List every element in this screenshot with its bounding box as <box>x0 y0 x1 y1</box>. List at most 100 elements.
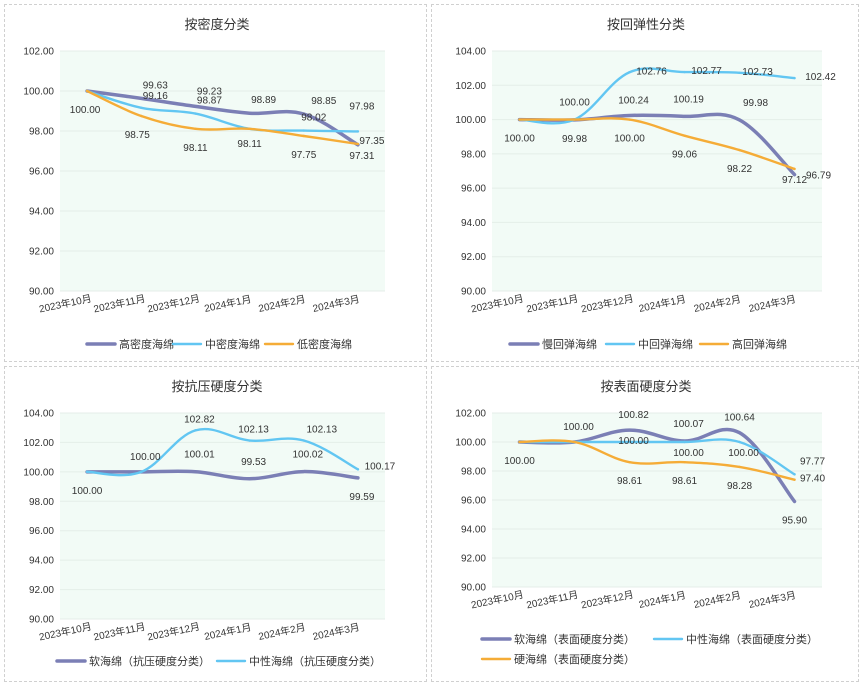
data-label: 98.22 <box>727 164 752 175</box>
x-tick-label: 2024年1月 <box>638 588 687 611</box>
data-label: 102.82 <box>184 414 215 425</box>
x-tick-label: 2023年11月 <box>92 620 146 644</box>
data-point <box>194 127 197 130</box>
data-point <box>85 470 89 474</box>
y-tick-label: 102.00 <box>23 438 54 449</box>
legend-entry: 慢回弹海绵 <box>542 337 597 351</box>
data-point <box>140 470 143 474</box>
data-point <box>518 440 521 444</box>
x-tick-label: 2024年2月 <box>257 620 306 643</box>
data-label: 97.77 <box>800 456 825 467</box>
y-tick-label: 102.00 <box>23 47 54 58</box>
x-tick-label: 2024年3月 <box>311 620 360 643</box>
data-label: 100.19 <box>673 94 704 105</box>
data-label: 97.75 <box>291 150 316 161</box>
y-tick-label: 98.00 <box>29 127 54 138</box>
data-point <box>356 468 360 471</box>
data-label: 97.35 <box>359 136 384 147</box>
data-point <box>140 106 143 110</box>
data-point <box>793 173 796 176</box>
data-label: 102.13 <box>238 425 269 436</box>
series-line-2 <box>85 427 360 477</box>
data-label: 102.73 <box>742 67 773 78</box>
data-point <box>738 148 741 152</box>
data-point <box>356 476 360 480</box>
data-label: 102.77 <box>691 66 722 77</box>
y-tick-label: 98.00 <box>461 149 486 160</box>
chart-panel-surface-hardness: 按表面硬度分类 90.00 92.00 94.00 96.00 98.00 100.00 10… <box>431 366 859 682</box>
data-point <box>573 440 576 444</box>
data-label: 100.82 <box>618 410 649 421</box>
data-point <box>793 167 796 171</box>
x-tick-label: 2024年3月 <box>311 292 360 315</box>
legend-entry: 低密度海绵 <box>297 337 352 351</box>
y-tick-label: 100.00 <box>23 467 54 478</box>
x-tick-label: 2024年2月 <box>693 588 742 611</box>
data-label: 97.40 <box>800 474 825 485</box>
y-tick-label: 92.00 <box>461 554 486 565</box>
data-label: 100.00 <box>728 448 759 459</box>
data-point <box>518 118 521 121</box>
y-tick-label: 98.00 <box>461 467 486 478</box>
y-tick-label: 94.00 <box>29 556 54 567</box>
data-point <box>85 89 89 93</box>
data-point <box>683 115 686 118</box>
legend-entry: 高密度海绵 <box>119 337 174 351</box>
series-line-3 <box>85 89 360 146</box>
data-label: 98.61 <box>617 476 642 487</box>
y-tick-label: 104.00 <box>455 47 486 58</box>
x-tick-label: 2023年12月 <box>146 292 201 316</box>
x-tick-label: 2024年1月 <box>203 292 252 315</box>
x-tick-label: 2024年1月 <box>638 292 687 315</box>
y-tick-label: 92.00 <box>29 247 54 258</box>
y-tick-label: 100.00 <box>455 438 486 449</box>
data-label: 100.00 <box>72 486 103 497</box>
x-tick-label: 2024年2月 <box>693 292 742 315</box>
data-label: 99.06 <box>672 150 697 161</box>
legend-entry: 中密度海绵 <box>205 337 260 351</box>
data-label: 99.59 <box>349 492 374 503</box>
surface-hardness-chart: 按表面硬度分类 90.00 92.00 94.00 96.00 98.00 100.00 10… <box>455 379 825 666</box>
resilience-chart: 按回弹性分类 90.00 92.00 94.00 96.00 98.00 100.00 102… <box>455 18 836 351</box>
data-point <box>683 134 686 137</box>
data-label: 98.11 <box>237 139 262 150</box>
data-point <box>248 127 251 130</box>
y-tick-label: 104.00 <box>23 409 54 420</box>
data-point <box>356 130 360 133</box>
data-point <box>793 478 796 481</box>
data-point <box>302 134 305 138</box>
data-label: 99.53 <box>241 457 266 468</box>
data-point <box>140 114 143 118</box>
y-tick-label: 100.00 <box>455 115 486 126</box>
data-label: 100.01 <box>184 450 215 461</box>
chart-panel-compression-hardness: 按抗压硬度分类 90.00 92.00 94.00 96.00 98.00 100.00 10… <box>4 366 427 682</box>
data-label: 98.02 <box>301 113 326 124</box>
data-point <box>738 440 741 444</box>
series-line-3 <box>518 117 796 171</box>
x-tick-label: 2024年3月 <box>748 588 797 611</box>
data-point <box>683 70 686 74</box>
data-label: 98.11 <box>183 143 208 154</box>
data-point <box>683 440 686 444</box>
data-point <box>302 112 305 116</box>
data-label: 97.12 <box>782 175 807 186</box>
density-chart: 按密度分类 90.00 92.00 94.00 96.00 98.00 100.00 102.… <box>23 17 385 351</box>
chart-panel-resilience: 按回弹性分类 90.00 92.00 94.00 96.00 98.00 100.00 102… <box>431 4 859 362</box>
data-label: 98.28 <box>727 481 752 492</box>
data-label: 100.00 <box>504 134 535 145</box>
y-tick-label: 94.00 <box>461 525 486 536</box>
data-label: 95.90 <box>782 515 807 526</box>
data-point <box>738 465 741 469</box>
legend-entry: 中性海绵（抗压硬度分类） <box>249 654 381 668</box>
y-tick-label: 92.00 <box>29 585 54 596</box>
y-tick-label: 94.00 <box>461 218 486 229</box>
legend-entry: 高回弹海绵 <box>732 337 787 351</box>
y-tick-label: 102.00 <box>455 409 486 420</box>
data-label: 100.02 <box>292 450 323 461</box>
plot-area <box>492 51 822 291</box>
data-label: 97.98 <box>349 101 374 112</box>
legend-entry: 中性海绵（表面硬度分类） <box>686 632 818 646</box>
y-tick-label: 96.00 <box>29 526 54 537</box>
data-point <box>194 112 197 115</box>
legend-entry: 硬海绵（表面硬度分类） <box>514 652 635 666</box>
